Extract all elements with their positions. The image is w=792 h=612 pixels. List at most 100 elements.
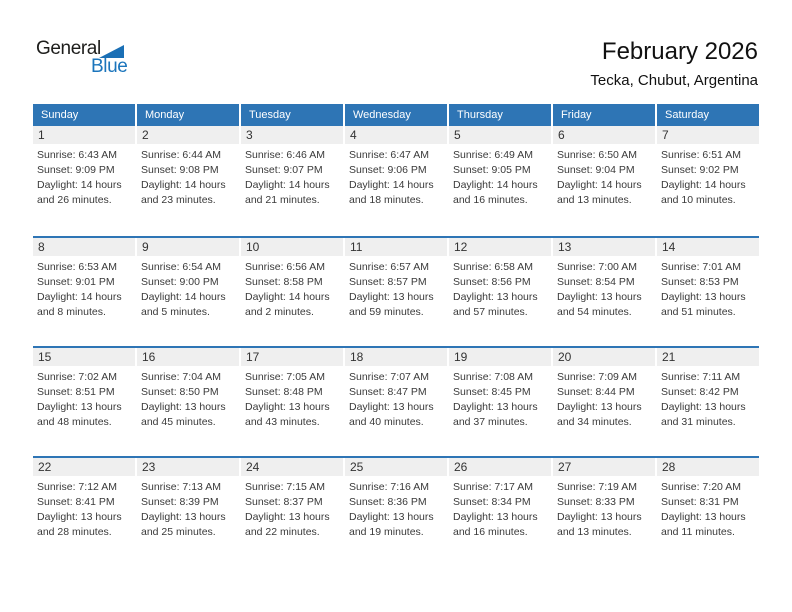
- sunrise-line: Sunrise: 6:43 AM: [37, 149, 117, 161]
- sunset-line: Sunset: 8:37 PM: [245, 496, 323, 508]
- sunrise-line: Sunrise: 6:44 AM: [141, 149, 221, 161]
- daylight-line-2: and 16 minutes.: [453, 526, 528, 538]
- daylight-line-2: and 48 minutes.: [37, 416, 112, 428]
- weekday-header-saturday: Saturday: [657, 104, 759, 126]
- daylight-line-2: and 5 minutes.: [141, 306, 210, 318]
- sunrise-line: Sunrise: 7:04 AM: [141, 371, 221, 383]
- week-row-2: 8 Sunrise: 6:53 AM Sunset: 9:01 PM Daylight…: [33, 236, 759, 346]
- daylight-line-1: Daylight: 13 hours: [557, 401, 642, 413]
- sunrise-line: Sunrise: 6:54 AM: [141, 261, 221, 273]
- day-cell-7: 7 Sunrise: 6:51 AM Sunset: 9:02 PM Daylight…: [657, 126, 759, 236]
- sunset-line: Sunset: 9:02 PM: [661, 164, 739, 176]
- sunrise-line: Sunrise: 7:13 AM: [141, 481, 221, 493]
- daylight-line-1: Daylight: 13 hours: [453, 511, 538, 523]
- day-details: Sunrise: 6:46 AM Sunset: 9:07 PM Daylight:…: [241, 144, 343, 208]
- day-cell-4: 4 Sunrise: 6:47 AM Sunset: 9:06 PM Daylight…: [345, 126, 447, 236]
- day-number: 28: [657, 458, 759, 476]
- day-cell-22: 22 Sunrise: 7:12 AM Sunset: 8:41 PM Dayligh…: [33, 458, 135, 566]
- week-row-4: 22 Sunrise: 7:12 AM Sunset: 8:41 PM Dayligh…: [33, 456, 759, 566]
- weekday-header-monday: Monday: [137, 104, 239, 126]
- day-cell-27: 27 Sunrise: 7:19 AM Sunset: 8:33 PM Dayligh…: [553, 458, 655, 566]
- sunset-line: Sunset: 8:33 PM: [557, 496, 635, 508]
- day-number: 3: [241, 126, 343, 144]
- daylight-line-2: and 13 minutes.: [557, 194, 632, 206]
- day-cell-24: 24 Sunrise: 7:15 AM Sunset: 8:37 PM Dayligh…: [241, 458, 343, 566]
- daylight-line-1: Daylight: 14 hours: [453, 179, 538, 191]
- daylight-line-1: Daylight: 13 hours: [37, 401, 122, 413]
- sunset-line: Sunset: 8:47 PM: [349, 386, 427, 398]
- sunset-line: Sunset: 9:04 PM: [557, 164, 635, 176]
- sunset-line: Sunset: 9:01 PM: [37, 276, 115, 288]
- sunrise-line: Sunrise: 7:19 AM: [557, 481, 637, 493]
- sunrise-line: Sunrise: 7:20 AM: [661, 481, 741, 493]
- day-details: Sunrise: 7:12 AM Sunset: 8:41 PM Daylight:…: [33, 476, 135, 540]
- daylight-line-1: Daylight: 13 hours: [453, 291, 538, 303]
- day-number: 23: [137, 458, 239, 476]
- daylight-line-1: Daylight: 13 hours: [349, 511, 434, 523]
- day-cell-9: 9 Sunrise: 6:54 AM Sunset: 9:00 PM Daylight…: [137, 238, 239, 346]
- daylight-line-2: and 45 minutes.: [141, 416, 216, 428]
- day-cell-2: 2 Sunrise: 6:44 AM Sunset: 9:08 PM Daylight…: [137, 126, 239, 236]
- daylight-line-1: Daylight: 13 hours: [245, 511, 330, 523]
- day-number: 5: [449, 126, 551, 144]
- daylight-line-1: Daylight: 13 hours: [557, 291, 642, 303]
- daylight-line-2: and 25 minutes.: [141, 526, 216, 538]
- day-cell-14: 14 Sunrise: 7:01 AM Sunset: 8:53 PM Dayligh…: [657, 238, 759, 346]
- daylight-line-1: Daylight: 13 hours: [661, 511, 746, 523]
- daylight-line-2: and 43 minutes.: [245, 416, 320, 428]
- day-cell-5: 5 Sunrise: 6:49 AM Sunset: 9:05 PM Daylight…: [449, 126, 551, 236]
- daylight-line-1: Daylight: 14 hours: [349, 179, 434, 191]
- day-details: Sunrise: 6:47 AM Sunset: 9:06 PM Daylight:…: [345, 144, 447, 208]
- daylight-line-2: and 2 minutes.: [245, 306, 314, 318]
- day-details: Sunrise: 6:54 AM Sunset: 9:00 PM Daylight:…: [137, 256, 239, 320]
- daylight-line-2: and 57 minutes.: [453, 306, 528, 318]
- daylight-line-1: Daylight: 13 hours: [245, 401, 330, 413]
- day-details: Sunrise: 7:17 AM Sunset: 8:34 PM Daylight:…: [449, 476, 551, 540]
- day-details: Sunrise: 6:53 AM Sunset: 9:01 PM Daylight:…: [33, 256, 135, 320]
- day-number: 21: [657, 348, 759, 366]
- daylight-line-2: and 51 minutes.: [661, 306, 736, 318]
- weekday-header-sunday: Sunday: [33, 104, 135, 126]
- day-cell-18: 18 Sunrise: 7:07 AM Sunset: 8:47 PM Dayligh…: [345, 348, 447, 456]
- daylight-line-2: and 34 minutes.: [557, 416, 632, 428]
- sunrise-line: Sunrise: 7:02 AM: [37, 371, 117, 383]
- day-details: Sunrise: 6:50 AM Sunset: 9:04 PM Daylight:…: [553, 144, 655, 208]
- sunset-line: Sunset: 8:58 PM: [245, 276, 323, 288]
- day-number: 9: [137, 238, 239, 256]
- daylight-line-1: Daylight: 13 hours: [453, 401, 538, 413]
- day-cell-8: 8 Sunrise: 6:53 AM Sunset: 9:01 PM Daylight…: [33, 238, 135, 346]
- day-cell-6: 6 Sunrise: 6:50 AM Sunset: 9:04 PM Daylight…: [553, 126, 655, 236]
- day-cell-16: 16 Sunrise: 7:04 AM Sunset: 8:50 PM Dayligh…: [137, 348, 239, 456]
- day-cell-10: 10 Sunrise: 6:56 AM Sunset: 8:58 PM Dayligh…: [241, 238, 343, 346]
- daylight-line-2: and 31 minutes.: [661, 416, 736, 428]
- sunset-line: Sunset: 8:41 PM: [37, 496, 115, 508]
- sunset-line: Sunset: 8:50 PM: [141, 386, 219, 398]
- day-details: Sunrise: 7:11 AM Sunset: 8:42 PM Daylight:…: [657, 366, 759, 430]
- day-number: 26: [449, 458, 551, 476]
- daylight-line-1: Daylight: 13 hours: [349, 401, 434, 413]
- daylight-line-2: and 37 minutes.: [453, 416, 528, 428]
- sunrise-line: Sunrise: 7:11 AM: [661, 371, 741, 383]
- daylight-line-1: Daylight: 14 hours: [245, 179, 330, 191]
- day-details: Sunrise: 6:57 AM Sunset: 8:57 PM Daylight:…: [345, 256, 447, 320]
- sunset-line: Sunset: 8:34 PM: [453, 496, 531, 508]
- sunrise-line: Sunrise: 7:15 AM: [245, 481, 325, 493]
- day-details: Sunrise: 7:01 AM Sunset: 8:53 PM Daylight:…: [657, 256, 759, 320]
- day-number: 1: [33, 126, 135, 144]
- sunset-line: Sunset: 8:54 PM: [557, 276, 635, 288]
- sunrise-line: Sunrise: 6:57 AM: [349, 261, 429, 273]
- daylight-line-2: and 23 minutes.: [141, 194, 216, 206]
- day-cell-21: 21 Sunrise: 7:11 AM Sunset: 8:42 PM Dayligh…: [657, 348, 759, 456]
- weekday-header-friday: Friday: [553, 104, 655, 126]
- daylight-line-2: and 13 minutes.: [557, 526, 632, 538]
- day-number: 22: [33, 458, 135, 476]
- sunrise-line: Sunrise: 6:58 AM: [453, 261, 533, 273]
- sunrise-line: Sunrise: 7:08 AM: [453, 371, 533, 383]
- weekday-header-thursday: Thursday: [449, 104, 551, 126]
- daylight-line-2: and 8 minutes.: [37, 306, 106, 318]
- daylight-line-2: and 11 minutes.: [661, 526, 735, 538]
- daylight-line-1: Daylight: 13 hours: [661, 291, 746, 303]
- sunset-line: Sunset: 8:51 PM: [37, 386, 115, 398]
- day-details: Sunrise: 7:15 AM Sunset: 8:37 PM Daylight:…: [241, 476, 343, 540]
- daylight-line-1: Daylight: 13 hours: [349, 291, 434, 303]
